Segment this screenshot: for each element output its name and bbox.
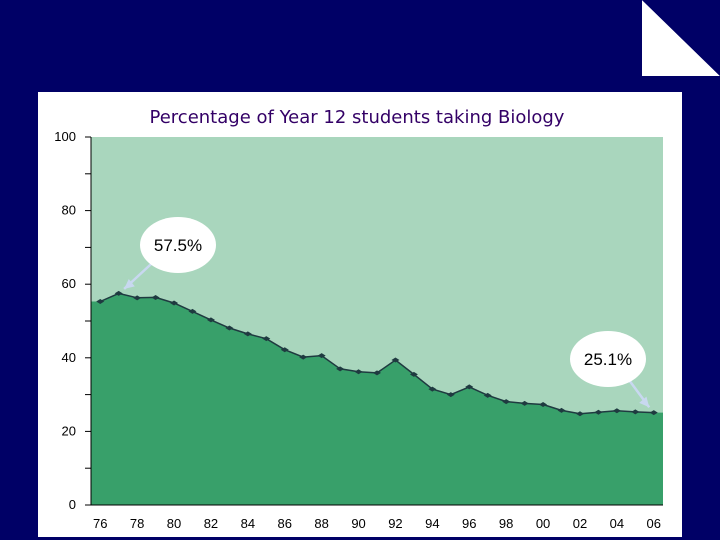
data-point [483,392,492,398]
data-point [502,399,511,405]
x-tick-label: 92 [388,516,402,531]
data-point [520,400,529,406]
data-point [96,298,105,304]
data-point [243,331,252,337]
x-tick-label: 84 [241,516,255,531]
callout: 57.5% [123,217,216,290]
data-point [557,407,566,413]
data-point [262,336,271,342]
x-tick-label: 78 [130,516,144,531]
data-point [539,402,548,408]
data-point [206,317,215,323]
data-point [336,366,345,372]
data-point [354,369,363,375]
data-point [428,386,437,392]
data-point [299,354,308,360]
data-point [114,290,123,296]
data-point [151,294,160,300]
x-tick-label: 96 [462,516,476,531]
data-point [446,392,455,398]
callout-label: 25.1% [584,350,632,369]
data-point [391,357,400,363]
data-point [631,409,640,415]
callout-bubble [140,217,216,273]
y-tick-label: 20 [62,423,76,438]
data-point [465,384,474,390]
data-point [594,409,603,415]
x-tick-label: 04 [610,516,624,531]
x-tick-label: 00 [536,516,550,531]
series-area [91,293,663,505]
y-tick-label: 0 [69,497,76,512]
callout-label: 57.5% [154,236,202,255]
data-point [409,371,418,377]
data-point [612,408,621,414]
x-tick-label: 94 [425,516,439,531]
callout-arrowhead [639,396,650,408]
callout-bubble [570,331,646,387]
x-tick-label: 06 [647,516,661,531]
y-tick-label: 60 [62,276,76,291]
x-tick-label: 98 [499,516,513,531]
data-point [575,411,584,417]
x-tick-label: 88 [314,516,328,531]
callout-arrowhead [124,279,135,289]
x-tick-label: 86 [278,516,292,531]
x-tick-label: 76 [93,516,107,531]
x-tick-label: 02 [573,516,587,531]
data-point [280,347,289,353]
data-point [170,300,179,306]
y-tick-label: 80 [62,203,76,218]
data-point [649,410,658,416]
x-tick-label: 80 [167,516,181,531]
y-tick-label: 40 [62,350,76,365]
data-point [225,325,234,331]
data-point [317,353,326,359]
data-point [133,295,142,301]
y-tick-label: 100 [54,129,76,144]
data-point [373,370,381,376]
callout: 25.1% [570,331,651,409]
x-tick-label: 82 [204,516,218,531]
x-tick-label: 90 [351,516,365,531]
chart-title: Percentage of Year 12 students taking Bi… [150,107,565,128]
data-point [188,308,197,314]
